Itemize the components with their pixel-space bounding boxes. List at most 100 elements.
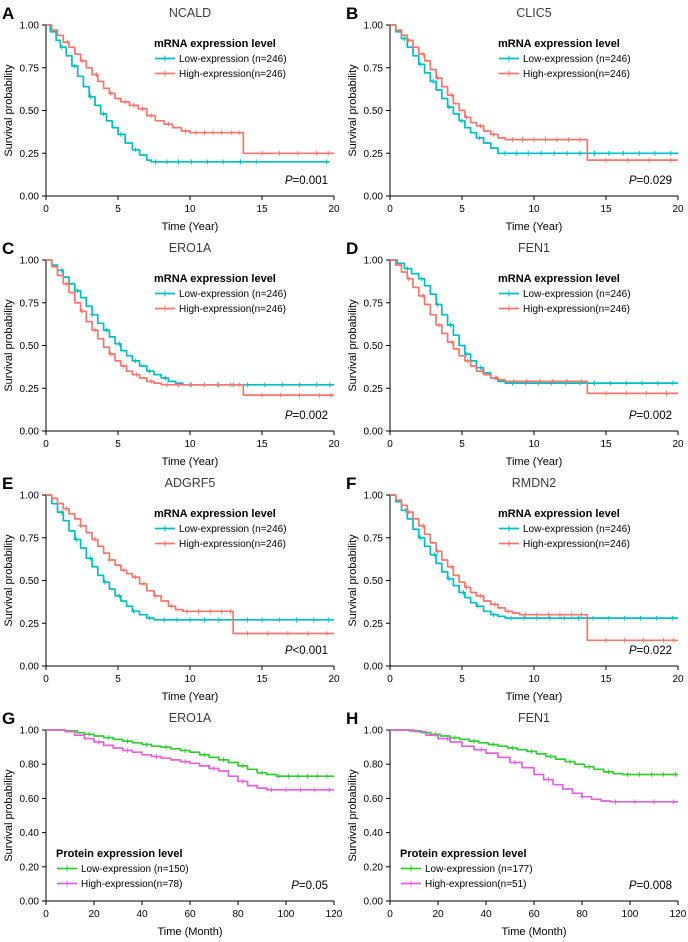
legend-censor-mark bbox=[162, 55, 168, 62]
y-tick-label: 0.25 bbox=[364, 384, 384, 395]
y-tick-label: 0.75 bbox=[364, 533, 384, 544]
censor-mark bbox=[419, 276, 425, 282]
censor-mark bbox=[557, 612, 563, 618]
legend-censor-mark bbox=[408, 865, 414, 872]
x-tick-label: 5 bbox=[115, 439, 121, 450]
censor-mark bbox=[577, 137, 583, 142]
legend-label: Low-expression (n=246) bbox=[179, 524, 287, 535]
censor-mark bbox=[121, 567, 127, 573]
censor-mark bbox=[324, 159, 330, 165]
y-tick-label: 0.75 bbox=[20, 63, 40, 74]
censor-mark bbox=[534, 612, 540, 618]
censor-mark bbox=[161, 617, 167, 623]
y-tick-label: 1.00 bbox=[364, 256, 384, 267]
y-tick-label: 0.25 bbox=[364, 619, 384, 630]
panel-F: F RMDN2 0.00 0.25 0.50 0.75 1.00 0 5 10 15 20 Time (… bbox=[344, 471, 688, 706]
y-tick-label: 0.00 bbox=[364, 427, 384, 438]
panel-title: CLIC5 bbox=[516, 6, 551, 20]
y-axis-label: Survival probability bbox=[3, 769, 15, 862]
censor-mark bbox=[88, 94, 93, 100]
censor-mark bbox=[452, 735, 458, 741]
censor-mark bbox=[285, 631, 291, 636]
censor-mark bbox=[219, 608, 225, 614]
censor-mark bbox=[236, 382, 242, 388]
survival-curve-high bbox=[390, 729, 678, 803]
censor-mark bbox=[603, 157, 609, 163]
y-tick-label: 0.20 bbox=[20, 862, 40, 873]
km-plot-E: E ADGRF5 0.00 0.25 0.50 0.75 1.00 0 5 10 15 20 Time … bbox=[2, 474, 340, 703]
censor-mark bbox=[449, 339, 455, 345]
censor-mark bbox=[108, 91, 114, 96]
censor-mark bbox=[140, 106, 145, 112]
censor-mark bbox=[673, 772, 678, 777]
censor-mark bbox=[176, 159, 181, 165]
censor-mark bbox=[148, 113, 154, 118]
censor-mark bbox=[590, 615, 596, 621]
legend-title: mRNA expression level bbox=[498, 273, 620, 285]
censor-mark bbox=[494, 375, 499, 381]
legend-censor-mark bbox=[506, 70, 512, 77]
censor-mark bbox=[606, 769, 611, 775]
censor-mark bbox=[245, 617, 250, 623]
legend-title: Protein expression level bbox=[400, 848, 527, 860]
censor-mark bbox=[220, 159, 226, 165]
censor-mark bbox=[144, 742, 150, 747]
censor-mark bbox=[478, 365, 484, 371]
y-tick-label: 0.60 bbox=[20, 794, 40, 805]
censor-mark bbox=[668, 150, 674, 156]
censor-mark bbox=[204, 159, 210, 165]
axes bbox=[45, 25, 334, 197]
censor-mark bbox=[417, 61, 423, 67]
censor-mark bbox=[579, 794, 585, 800]
p-value: P=0.002 bbox=[285, 410, 328, 422]
x-axis-label: Time (Year) bbox=[506, 691, 563, 703]
censor-mark bbox=[141, 581, 147, 587]
censor-mark bbox=[671, 637, 677, 643]
censor-mark bbox=[164, 159, 170, 165]
panel-letter: F bbox=[346, 474, 356, 493]
survival-curve-high bbox=[390, 494, 678, 642]
censor-mark bbox=[511, 379, 517, 384]
censor-mark bbox=[102, 579, 108, 585]
legend-label: Low-expression (n=246) bbox=[523, 54, 631, 65]
y-tick-label: 1.00 bbox=[20, 726, 40, 737]
censor-mark bbox=[638, 615, 643, 621]
censor-mark bbox=[240, 778, 246, 784]
censor-mark bbox=[420, 51, 426, 57]
censor-mark bbox=[625, 157, 630, 163]
censor-mark bbox=[311, 617, 317, 623]
y-tick-label: 0.00 bbox=[20, 427, 40, 438]
censor-mark bbox=[569, 612, 574, 618]
survival-curve-low bbox=[46, 729, 334, 778]
panel-letter: B bbox=[346, 4, 358, 23]
censor-mark bbox=[210, 130, 216, 136]
y-tick-label: 0.00 bbox=[364, 897, 384, 908]
y-tick-label: 1.00 bbox=[20, 256, 40, 267]
legend-label: High-expression(n=246) bbox=[179, 69, 286, 80]
censor-mark bbox=[448, 322, 453, 328]
censor-mark bbox=[435, 302, 440, 307]
censor-mark bbox=[490, 742, 496, 747]
legend-title: Protein expression level bbox=[56, 848, 183, 860]
censor-mark bbox=[131, 103, 137, 108]
censor-mark bbox=[121, 363, 127, 369]
censor-mark bbox=[305, 631, 311, 636]
legend-censor-mark bbox=[64, 865, 70, 872]
censor-mark bbox=[276, 617, 282, 623]
p-value: P=0.002 bbox=[629, 410, 672, 422]
legend-label: High-expression(n=246) bbox=[523, 304, 630, 315]
censor-mark bbox=[184, 608, 190, 614]
censor-mark bbox=[463, 114, 469, 120]
legend-title: mRNA expression level bbox=[498, 508, 620, 520]
censor-mark bbox=[78, 523, 83, 529]
censor-mark bbox=[436, 322, 442, 328]
km-plot-D: D FEN1 0.00 0.25 0.50 0.75 1.00 0 5 10 15 20 Time (Y… bbox=[346, 239, 684, 468]
censor-mark bbox=[554, 137, 560, 142]
km-plot-G: G ERO1A 0.00 0.20 0.40 0.60 0.80 1.00 0 20 40 60 80 1… bbox=[2, 709, 343, 938]
y-tick-label: 0.50 bbox=[20, 341, 40, 352]
censor-mark bbox=[579, 612, 584, 618]
censor-mark bbox=[521, 615, 527, 621]
p-value: P=0.001 bbox=[285, 175, 328, 187]
y-tick-label: 1.00 bbox=[20, 21, 40, 32]
p-value: P=0.008 bbox=[629, 880, 672, 892]
